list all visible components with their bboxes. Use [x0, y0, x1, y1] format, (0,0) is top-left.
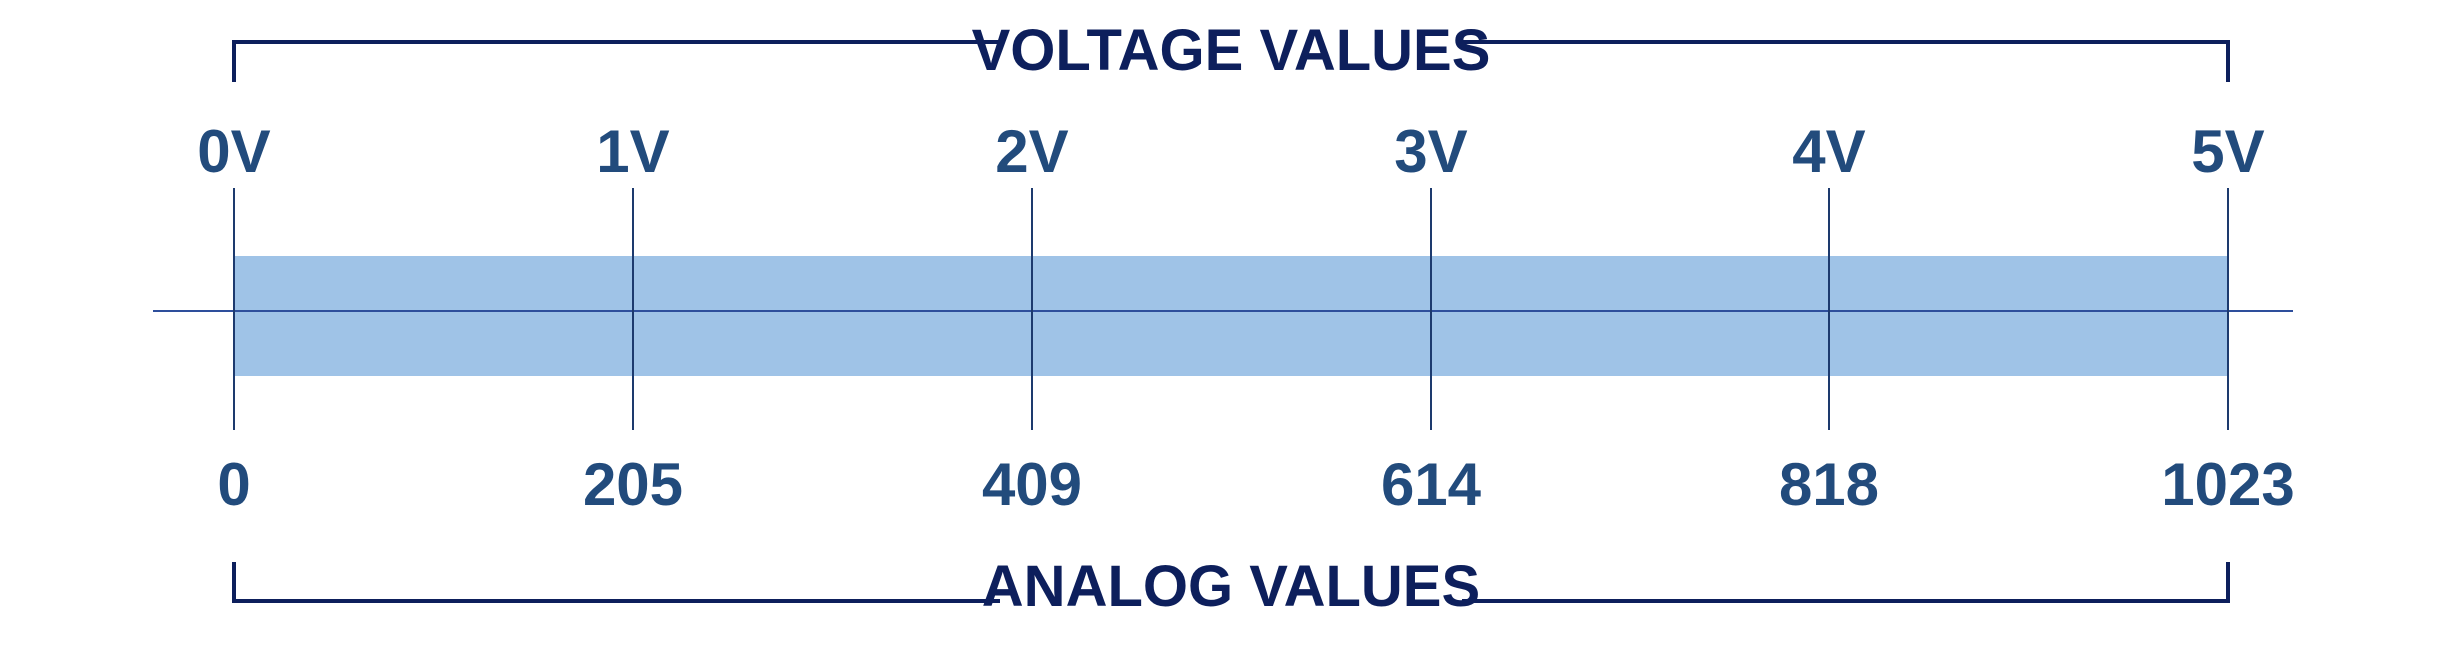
analog-label: 818	[1779, 451, 1879, 518]
voltage-labels: 0V 1V 2V 3V 4V 5V	[197, 118, 2264, 185]
voltage-label: 5V	[2191, 118, 2264, 185]
analog-labels: 0 205 409 614 818 1023	[217, 451, 2294, 518]
tick-lines	[233, 188, 2229, 430]
analog-label: 205	[583, 451, 683, 518]
voltage-label: 2V	[995, 118, 1068, 185]
bottom-heading: ANALOG VALUES	[982, 554, 1480, 619]
analog-label: 0	[217, 451, 250, 518]
analog-label: 409	[982, 451, 1082, 518]
bottom-bracket-left	[232, 562, 1000, 603]
top-bracket	[232, 40, 2230, 82]
bottom-bracket	[232, 562, 2230, 603]
voltage-label: 1V	[596, 118, 669, 185]
bottom-bracket-right	[1462, 562, 2230, 603]
top-heading: VOLTAGE VALUES	[972, 18, 1491, 83]
voltage-label: 4V	[1792, 118, 1865, 185]
value-band	[234, 256, 2228, 376]
voltage-label: 3V	[1394, 118, 1467, 185]
analog-label: 1023	[2161, 451, 2294, 518]
analog-label: 614	[1381, 451, 1482, 518]
top-bracket-left	[232, 40, 1000, 82]
top-bracket-right	[1462, 40, 2230, 82]
voltage-label: 0V	[197, 118, 270, 185]
